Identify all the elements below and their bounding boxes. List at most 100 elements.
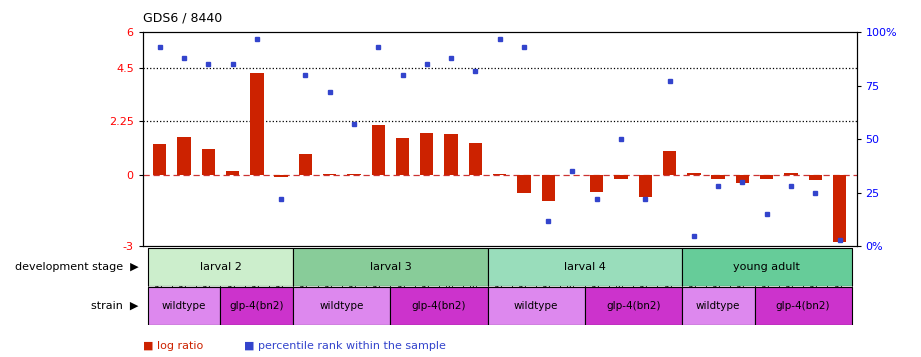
Text: GDS6 / 8440: GDS6 / 8440	[143, 12, 222, 25]
Bar	[391, 248, 414, 303]
Bar	[518, 175, 530, 193]
Text: wildtype: wildtype	[320, 301, 364, 311]
Text: glp-4(bn2): glp-4(bn2)	[229, 301, 284, 311]
Bar	[754, 287, 852, 325]
Bar	[245, 248, 269, 303]
Bar	[487, 248, 682, 286]
Text: young adult: young adult	[733, 262, 800, 272]
Bar	[371, 125, 385, 175]
Bar	[463, 248, 487, 303]
Text: GSM464: GSM464	[252, 259, 262, 292]
Bar	[827, 248, 852, 303]
Text: GSM448: GSM448	[592, 259, 601, 292]
Text: GSM462: GSM462	[204, 259, 213, 292]
Text: GSM444: GSM444	[835, 259, 844, 292]
Text: GSM452: GSM452	[616, 259, 625, 292]
Bar	[590, 175, 603, 192]
Bar	[367, 248, 391, 303]
Bar	[609, 248, 633, 303]
Text: glp-4(bn2): glp-4(bn2)	[775, 301, 831, 311]
Bar	[220, 287, 293, 325]
Bar	[487, 248, 512, 303]
Bar	[293, 248, 487, 286]
Text: wildtype: wildtype	[696, 301, 740, 311]
Text: GSM439: GSM439	[763, 259, 771, 292]
Bar	[760, 175, 774, 178]
Bar	[298, 154, 312, 175]
Text: larval 3: larval 3	[369, 262, 412, 272]
Bar	[711, 175, 725, 178]
Bar	[706, 248, 730, 303]
Bar	[633, 248, 658, 303]
Bar	[687, 172, 701, 175]
Bar	[585, 248, 609, 303]
Bar	[318, 248, 342, 303]
Bar	[809, 175, 822, 180]
Bar	[293, 287, 391, 325]
Bar	[178, 137, 191, 175]
Text: GSM457: GSM457	[568, 259, 577, 292]
Bar	[147, 287, 220, 325]
Bar	[220, 248, 245, 303]
Bar	[439, 248, 463, 303]
Text: wildtype: wildtype	[162, 301, 206, 311]
Bar	[293, 248, 318, 303]
Text: GSM456: GSM456	[641, 259, 650, 292]
Bar	[779, 248, 803, 303]
Text: GSM453: GSM453	[349, 259, 358, 292]
Text: GSM463: GSM463	[228, 259, 237, 292]
Bar	[202, 149, 215, 175]
Bar	[153, 144, 167, 175]
Text: ■ log ratio: ■ log ratio	[143, 341, 203, 351]
Bar	[536, 248, 560, 303]
Bar	[682, 287, 754, 325]
Bar	[274, 175, 288, 177]
Text: GSM455: GSM455	[447, 259, 456, 292]
Bar	[147, 248, 293, 286]
Text: strain  ▶: strain ▶	[91, 301, 138, 311]
Text: GSM449: GSM449	[325, 259, 334, 292]
Text: glp-4(bn2): glp-4(bn2)	[606, 301, 660, 311]
Text: development stage  ▶: development stage ▶	[15, 262, 138, 272]
Bar	[682, 248, 852, 286]
Text: larval 2: larval 2	[200, 262, 241, 272]
Text: GSM442: GSM442	[738, 259, 747, 292]
Text: GSM440: GSM440	[787, 259, 796, 292]
Text: GSM459: GSM459	[471, 259, 480, 292]
Bar	[833, 175, 846, 242]
Bar	[269, 248, 293, 303]
Bar	[785, 172, 798, 175]
Bar	[469, 143, 482, 175]
Text: GSM451: GSM451	[423, 259, 431, 292]
Text: GSM441: GSM441	[714, 259, 723, 292]
Bar	[542, 175, 554, 201]
Bar	[147, 248, 172, 303]
Bar	[172, 248, 196, 303]
Text: GSM458: GSM458	[665, 259, 674, 292]
Text: ■ percentile rank within the sample: ■ percentile rank within the sample	[244, 341, 446, 351]
Text: GSM443: GSM443	[810, 259, 820, 292]
Bar	[226, 171, 239, 175]
Bar	[512, 248, 536, 303]
Bar	[754, 248, 779, 303]
Text: wildtype: wildtype	[514, 301, 558, 311]
Text: GSM460: GSM460	[156, 259, 164, 292]
Bar	[730, 248, 754, 303]
Text: GSM445: GSM445	[301, 259, 310, 292]
Bar	[487, 287, 585, 325]
Bar	[663, 151, 676, 175]
Bar	[414, 248, 439, 303]
Text: GSM461: GSM461	[180, 259, 189, 292]
Text: glp-4(bn2): glp-4(bn2)	[412, 301, 466, 311]
Bar	[638, 175, 652, 197]
Bar	[396, 138, 409, 175]
Bar	[614, 175, 628, 178]
Bar	[585, 287, 682, 325]
Bar	[251, 72, 263, 175]
Text: GSM438: GSM438	[689, 259, 698, 292]
Bar	[803, 248, 827, 303]
Text: GSM447: GSM447	[398, 259, 407, 292]
Bar	[736, 175, 749, 182]
Bar	[682, 248, 706, 303]
Text: GSM450: GSM450	[519, 259, 529, 292]
